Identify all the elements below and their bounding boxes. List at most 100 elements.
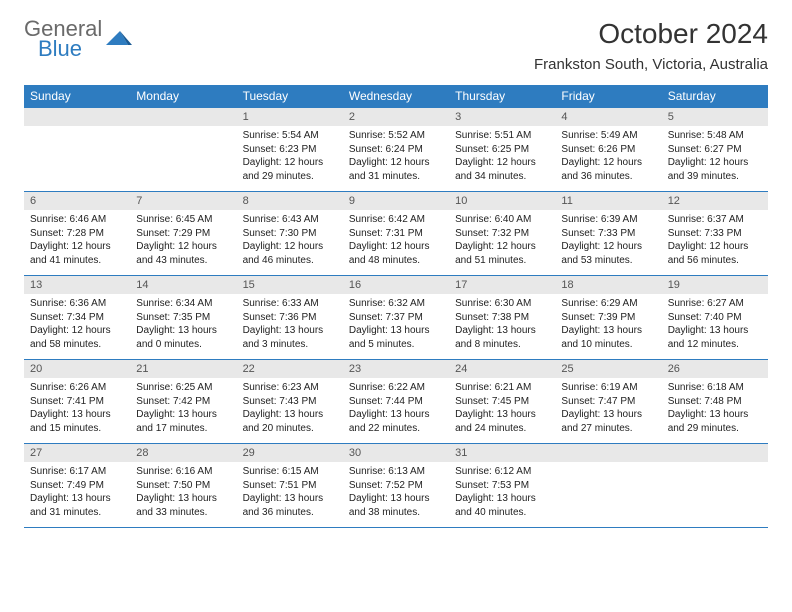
day-number: 18 xyxy=(555,276,661,294)
day-content: Sunrise: 6:18 AMSunset: 7:48 PMDaylight:… xyxy=(662,378,768,438)
location: Frankston South, Victoria, Australia xyxy=(534,56,768,73)
day-number: 19 xyxy=(662,276,768,294)
sunset-line: Sunset: 7:43 PM xyxy=(243,395,337,409)
sunrise-line: Sunrise: 6:36 AM xyxy=(30,297,124,311)
day-content: Sunrise: 6:27 AMSunset: 7:40 PMDaylight:… xyxy=(662,294,768,354)
daylight-line: Daylight: 13 hours and 12 minutes. xyxy=(668,324,762,351)
day-content: Sunrise: 6:13 AMSunset: 7:52 PMDaylight:… xyxy=(343,462,449,522)
daylight-line: Daylight: 12 hours and 51 minutes. xyxy=(455,240,549,267)
daylight-line: Daylight: 13 hours and 40 minutes. xyxy=(455,492,549,519)
day-content: Sunrise: 6:16 AMSunset: 7:50 PMDaylight:… xyxy=(130,462,236,522)
calendar-day: 2Sunrise: 5:52 AMSunset: 6:24 PMDaylight… xyxy=(343,108,449,192)
weekday-header: Sunday xyxy=(24,85,130,108)
sunrise-line: Sunrise: 6:45 AM xyxy=(136,213,230,227)
calendar-day: 20Sunrise: 6:26 AMSunset: 7:41 PMDayligh… xyxy=(24,360,130,444)
day-content: Sunrise: 6:46 AMSunset: 7:28 PMDaylight:… xyxy=(24,210,130,270)
calendar-week: 6Sunrise: 6:46 AMSunset: 7:28 PMDaylight… xyxy=(24,192,768,276)
sunset-line: Sunset: 7:37 PM xyxy=(349,311,443,325)
calendar-day-empty xyxy=(555,444,661,528)
sunrise-line: Sunrise: 6:22 AM xyxy=(349,381,443,395)
day-number-empty xyxy=(662,444,768,462)
weekday-row: SundayMondayTuesdayWednesdayThursdayFrid… xyxy=(24,85,768,108)
day-content: Sunrise: 6:33 AMSunset: 7:36 PMDaylight:… xyxy=(237,294,343,354)
calendar-day: 14Sunrise: 6:34 AMSunset: 7:35 PMDayligh… xyxy=(130,276,236,360)
sunrise-line: Sunrise: 6:26 AM xyxy=(30,381,124,395)
sunrise-line: Sunrise: 6:43 AM xyxy=(243,213,337,227)
sunset-line: Sunset: 7:48 PM xyxy=(668,395,762,409)
day-number-empty xyxy=(130,108,236,126)
calendar-day: 9Sunrise: 6:42 AMSunset: 7:31 PMDaylight… xyxy=(343,192,449,276)
calendar-day: 12Sunrise: 6:37 AMSunset: 7:33 PMDayligh… xyxy=(662,192,768,276)
daylight-line: Daylight: 13 hours and 38 minutes. xyxy=(349,492,443,519)
calendar-week: 27Sunrise: 6:17 AMSunset: 7:49 PMDayligh… xyxy=(24,444,768,528)
sunrise-line: Sunrise: 6:42 AM xyxy=(349,213,443,227)
day-content: Sunrise: 6:43 AMSunset: 7:30 PMDaylight:… xyxy=(237,210,343,270)
day-content: Sunrise: 6:34 AMSunset: 7:35 PMDaylight:… xyxy=(130,294,236,354)
sunset-line: Sunset: 6:23 PM xyxy=(243,143,337,157)
calendar-day-empty xyxy=(130,108,236,192)
day-content: Sunrise: 6:39 AMSunset: 7:33 PMDaylight:… xyxy=(555,210,661,270)
sunrise-line: Sunrise: 6:25 AM xyxy=(136,381,230,395)
day-content: Sunrise: 6:15 AMSunset: 7:51 PMDaylight:… xyxy=(237,462,343,522)
sunset-line: Sunset: 7:52 PM xyxy=(349,479,443,493)
calendar-week: 20Sunrise: 6:26 AMSunset: 7:41 PMDayligh… xyxy=(24,360,768,444)
calendar-day: 3Sunrise: 5:51 AMSunset: 6:25 PMDaylight… xyxy=(449,108,555,192)
day-number-empty xyxy=(24,108,130,126)
calendar-day: 1Sunrise: 5:54 AMSunset: 6:23 PMDaylight… xyxy=(237,108,343,192)
day-number: 13 xyxy=(24,276,130,294)
weekday-header: Friday xyxy=(555,85,661,108)
sunset-line: Sunset: 7:47 PM xyxy=(561,395,655,409)
calendar-day: 10Sunrise: 6:40 AMSunset: 7:32 PMDayligh… xyxy=(449,192,555,276)
weekday-header: Saturday xyxy=(662,85,768,108)
calendar-day: 11Sunrise: 6:39 AMSunset: 7:33 PMDayligh… xyxy=(555,192,661,276)
calendar-day: 5Sunrise: 5:48 AMSunset: 6:27 PMDaylight… xyxy=(662,108,768,192)
calendar-day: 19Sunrise: 6:27 AMSunset: 7:40 PMDayligh… xyxy=(662,276,768,360)
daylight-line: Daylight: 13 hours and 15 minutes. xyxy=(30,408,124,435)
day-number: 11 xyxy=(555,192,661,210)
calendar-body: 1Sunrise: 5:54 AMSunset: 6:23 PMDaylight… xyxy=(24,108,768,528)
calendar-day: 16Sunrise: 6:32 AMSunset: 7:37 PMDayligh… xyxy=(343,276,449,360)
calendar-week: 13Sunrise: 6:36 AMSunset: 7:34 PMDayligh… xyxy=(24,276,768,360)
sunset-line: Sunset: 7:42 PM xyxy=(136,395,230,409)
day-number: 29 xyxy=(237,444,343,462)
sunset-line: Sunset: 7:39 PM xyxy=(561,311,655,325)
day-content-empty xyxy=(24,126,130,176)
daylight-line: Daylight: 13 hours and 20 minutes. xyxy=(243,408,337,435)
day-content: Sunrise: 6:23 AMSunset: 7:43 PMDaylight:… xyxy=(237,378,343,438)
calendar-day: 24Sunrise: 6:21 AMSunset: 7:45 PMDayligh… xyxy=(449,360,555,444)
day-number: 28 xyxy=(130,444,236,462)
sunrise-line: Sunrise: 5:49 AM xyxy=(561,129,655,143)
sunrise-line: Sunrise: 6:12 AM xyxy=(455,465,549,479)
day-number: 15 xyxy=(237,276,343,294)
day-number-empty xyxy=(555,444,661,462)
sunrise-line: Sunrise: 5:52 AM xyxy=(349,129,443,143)
day-number: 2 xyxy=(343,108,449,126)
sunrise-line: Sunrise: 6:40 AM xyxy=(455,213,549,227)
weekday-header: Wednesday xyxy=(343,85,449,108)
day-content-empty xyxy=(130,126,236,176)
sunset-line: Sunset: 7:44 PM xyxy=(349,395,443,409)
day-content: Sunrise: 5:48 AMSunset: 6:27 PMDaylight:… xyxy=(662,126,768,186)
daylight-line: Daylight: 13 hours and 33 minutes. xyxy=(136,492,230,519)
title-block: October 2024 Frankston South, Victoria, … xyxy=(534,18,768,73)
day-content: Sunrise: 6:37 AMSunset: 7:33 PMDaylight:… xyxy=(662,210,768,270)
day-number: 31 xyxy=(449,444,555,462)
sunset-line: Sunset: 7:51 PM xyxy=(243,479,337,493)
day-number: 5 xyxy=(662,108,768,126)
daylight-line: Daylight: 12 hours and 39 minutes. xyxy=(668,156,762,183)
sunset-line: Sunset: 7:41 PM xyxy=(30,395,124,409)
daylight-line: Daylight: 13 hours and 24 minutes. xyxy=(455,408,549,435)
logo-text-block: General Blue xyxy=(24,18,102,62)
day-content: Sunrise: 6:21 AMSunset: 7:45 PMDaylight:… xyxy=(449,378,555,438)
day-content: Sunrise: 5:51 AMSunset: 6:25 PMDaylight:… xyxy=(449,126,555,186)
logo: General Blue xyxy=(24,18,132,62)
sunrise-line: Sunrise: 6:16 AM xyxy=(136,465,230,479)
day-content: Sunrise: 5:54 AMSunset: 6:23 PMDaylight:… xyxy=(237,126,343,186)
daylight-line: Daylight: 13 hours and 36 minutes. xyxy=(243,492,337,519)
day-number: 4 xyxy=(555,108,661,126)
daylight-line: Daylight: 12 hours and 58 minutes. xyxy=(30,324,124,351)
daylight-line: Daylight: 13 hours and 17 minutes. xyxy=(136,408,230,435)
calendar-day: 23Sunrise: 6:22 AMSunset: 7:44 PMDayligh… xyxy=(343,360,449,444)
sunrise-line: Sunrise: 6:21 AM xyxy=(455,381,549,395)
calendar-day: 26Sunrise: 6:18 AMSunset: 7:48 PMDayligh… xyxy=(662,360,768,444)
